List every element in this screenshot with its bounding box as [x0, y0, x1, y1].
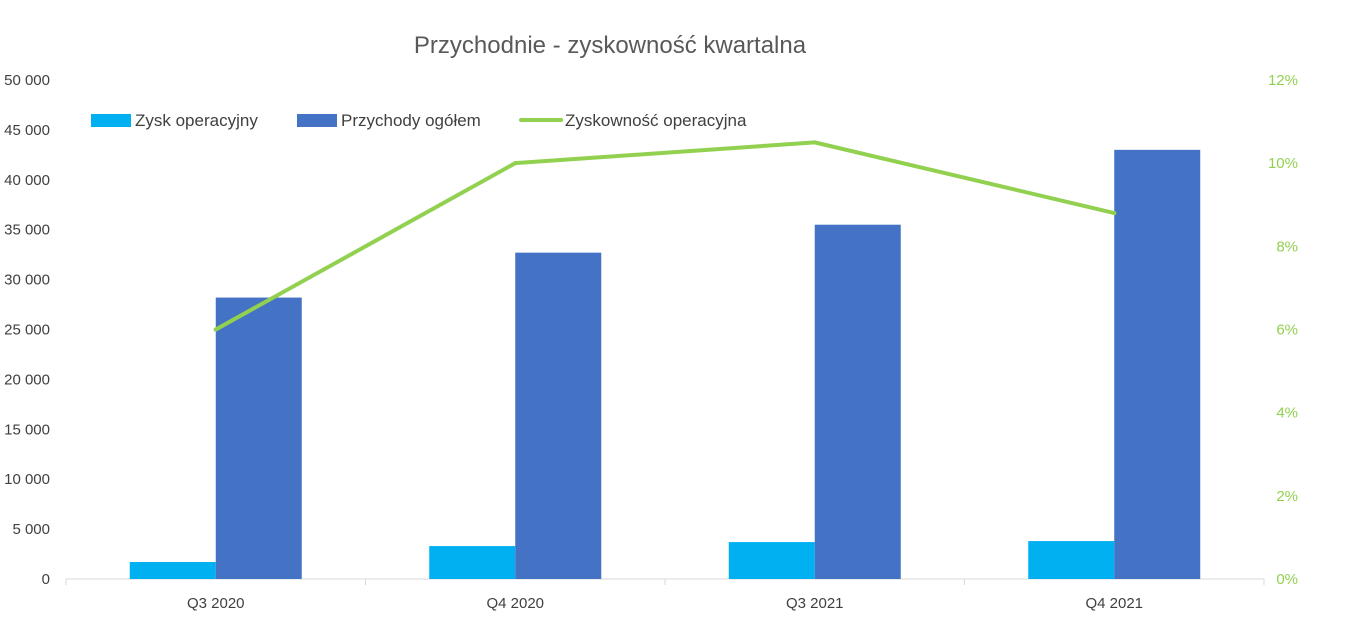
bar	[1114, 149, 1201, 580]
chart-title: Przychodnie - zyskowność kwartalna	[414, 32, 807, 59]
y-right-tick-label: 4%	[1276, 405, 1298, 422]
y-left-tick-label: 35 000	[4, 222, 50, 239]
legend-swatch-zysk-operacyjny	[91, 114, 131, 127]
y-left-tick-label: 50 000	[4, 72, 50, 89]
line-point	[513, 161, 518, 166]
y-left-tick-label: 5 000	[12, 521, 50, 538]
bar	[814, 224, 901, 579]
bars	[129, 149, 1201, 580]
x-tick-label: Q3 2020	[187, 595, 245, 612]
y-right-tick-label: 8%	[1276, 238, 1298, 255]
axes: 0 5 000 10 000 15 000 20 000 25 000 30 000 35 0…	[4, 72, 1298, 612]
x-tick-label: Q4 2021	[1085, 595, 1143, 612]
y-right-tick-label: 12%	[1268, 72, 1298, 89]
y-left-tick-label: 10 000	[4, 471, 50, 488]
y-left-tick-label: 25 000	[4, 322, 50, 339]
series-line	[213, 140, 1117, 332]
y-left-tick-label: 45 000	[4, 122, 50, 139]
legend-swatch-przychody-ogolem	[297, 114, 337, 127]
line-series	[213, 140, 1117, 332]
legend-item-zysk-operacyjny: Zysk operacyjny	[91, 111, 258, 130]
y-left-tick-label: 40 000	[4, 172, 50, 189]
bar	[429, 546, 516, 579]
y-left-tick-label: 30 000	[4, 272, 50, 289]
legend-label-przychody-ogolem: Przychody ogółem	[341, 111, 481, 130]
y-right-tick-label: 2%	[1276, 488, 1298, 505]
bar	[215, 297, 302, 579]
line-point	[213, 327, 218, 332]
y-left-tick-label: 0	[42, 571, 50, 588]
legend-item-przychody-ogolem: Przychody ogółem	[297, 111, 481, 130]
legend-item-zyskownosc-operacyjna: Zyskowność operacyjna	[519, 111, 747, 130]
y-right-tick-label: 0%	[1276, 571, 1298, 588]
x-tick-label: Q4 2020	[486, 595, 544, 612]
legend: Zysk operacyjny Przychody ogółem Zyskown…	[91, 111, 747, 130]
bar	[1028, 541, 1115, 579]
legend-label-zyskownosc-operacyjna: Zyskowność operacyjna	[565, 111, 747, 130]
bar	[129, 562, 216, 579]
x-tick-label: Q3 2021	[786, 595, 844, 612]
legend-label-zysk-operacyjny: Zysk operacyjny	[135, 111, 258, 130]
y-right-tick-label: 6%	[1276, 322, 1298, 339]
y-left-tick-label: 15 000	[4, 421, 50, 438]
y-right-tick-label: 10%	[1268, 155, 1298, 172]
line-point	[1112, 211, 1117, 216]
bar	[515, 252, 602, 580]
bar	[728, 542, 815, 579]
line-point	[812, 140, 817, 145]
y-left-tick-label: 20 000	[4, 371, 50, 388]
